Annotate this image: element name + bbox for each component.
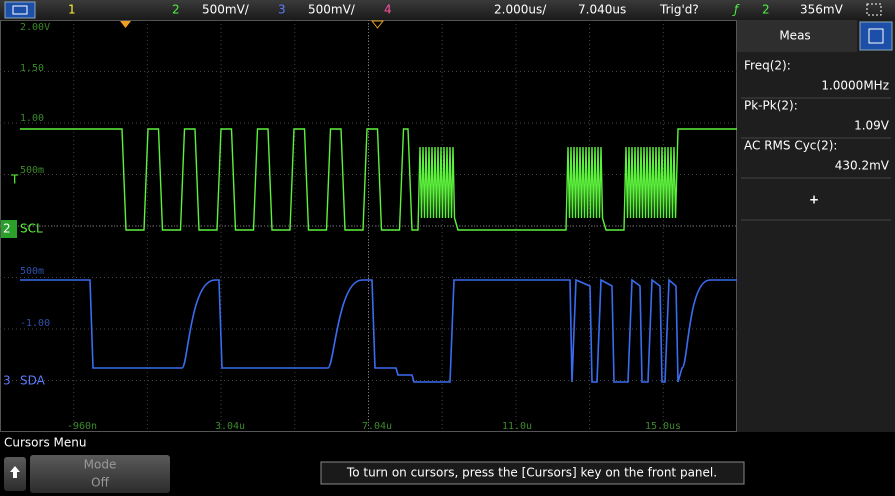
meas-menu-button[interactable]	[859, 21, 893, 51]
ch2-scale-label: 2.00V	[20, 22, 50, 33]
ch2-label: 2	[172, 3, 180, 17]
meas-value: 1.09V	[854, 119, 890, 133]
sda-trace	[20, 278, 737, 383]
message-box	[320, 461, 745, 485]
ch3-scale-label: -1.00	[20, 318, 50, 329]
ch3-scale-label: 500m	[20, 266, 44, 277]
ch3-label: 3	[278, 3, 286, 17]
softkey-label: Mode	[84, 458, 117, 472]
ch2-scale-label: 1.00	[20, 113, 44, 124]
meas-panel	[737, 20, 895, 432]
meas-value: 1.0000MHz	[821, 79, 889, 93]
trigger-edge-icon: ƒ	[732, 3, 740, 17]
menu-button[interactable]	[4, 1, 36, 19]
back-arrow	[10, 466, 20, 478]
ch2-marker: 2	[3, 222, 11, 236]
time-label: 15.0us	[645, 421, 681, 432]
ch1-label: 1	[68, 3, 76, 17]
zoom-icon[interactable]	[866, 3, 882, 16]
scl-label: SCL	[20, 222, 43, 236]
ch2-scale-label: 1.50	[20, 63, 44, 74]
time-label: -960n	[67, 421, 97, 432]
grid	[0, 20, 737, 432]
meas-value: 430.2mV	[835, 159, 890, 173]
trigger-level: 356mV	[800, 3, 844, 17]
time-label: 7.04u	[362, 421, 392, 432]
meas-menu-icon	[868, 28, 884, 44]
menu-title: Cursors Menu	[4, 436, 86, 450]
top-bar	[0, 0, 895, 20]
trigger-status: Trig'd?	[659, 3, 699, 17]
trigger-channel: 2	[762, 3, 770, 17]
meas-tab[interactable]	[737, 20, 857, 52]
ch2-scale-label: 500m	[20, 165, 44, 176]
mode-softkey[interactable]	[30, 455, 170, 493]
delay-marker	[370, 20, 385, 29]
sda-label: SDA	[20, 374, 46, 388]
scl-trace	[20, 128, 737, 231]
time-label: 3.04u	[215, 421, 245, 432]
ch3-scale: 500mV/	[308, 3, 356, 17]
ch3-marker: 3	[3, 374, 11, 388]
meas-label: Pk-Pk(2):	[744, 99, 798, 113]
menu-icon	[12, 5, 28, 15]
timebase: 2.000us/	[494, 3, 547, 17]
meas-label: AC RMS Cyc(2):	[744, 139, 837, 153]
softkey-value: Off	[91, 476, 109, 490]
time-label: 11.0u	[502, 421, 532, 432]
delay: 7.040us	[578, 3, 626, 17]
ch4-label: 4	[384, 3, 392, 17]
ch2-marker-box	[1, 220, 17, 238]
ch2-scale: 500mV/	[202, 3, 250, 17]
message: To turn on cursors, press the [Cursors] …	[346, 466, 717, 480]
meas-label: Freq(2):	[744, 59, 791, 73]
add-measurement[interactable]: +	[809, 193, 819, 207]
trigger-level-marker: T	[10, 173, 19, 187]
meas-title: Meas	[779, 29, 810, 43]
trigger-position-marker	[120, 21, 131, 28]
